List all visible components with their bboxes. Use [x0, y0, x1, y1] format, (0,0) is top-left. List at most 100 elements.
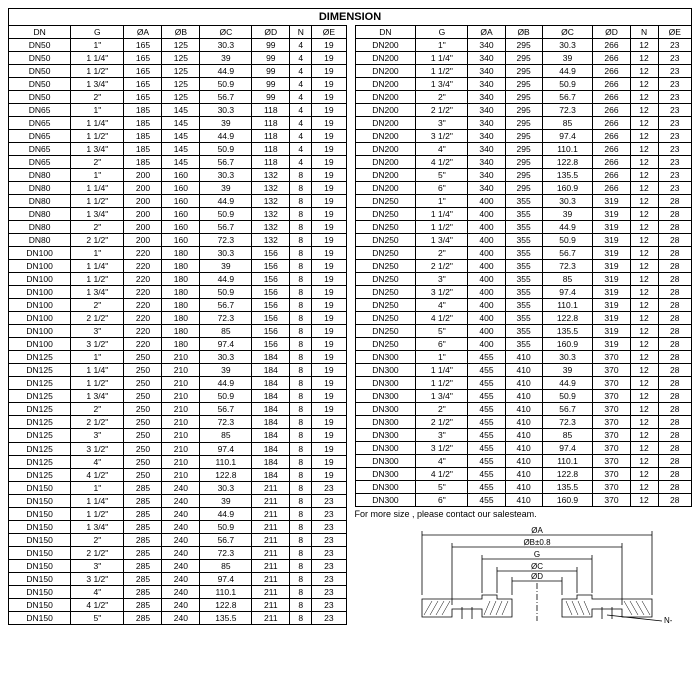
table-cell: 97.4	[200, 572, 252, 585]
table-cell: DN300	[355, 494, 416, 507]
table-cell: 8	[290, 585, 312, 598]
table-cell: DN125	[9, 377, 71, 390]
table-cell: 2 1/2"	[416, 104, 468, 117]
table-cell: 455	[468, 416, 505, 429]
table-row: DN652"18514556.7118419	[9, 156, 347, 169]
table-row: DN801"20016030.3132819	[9, 169, 347, 182]
table-cell: DN65	[9, 104, 71, 117]
table-row: DN1505"285240135.5211823	[9, 611, 347, 624]
table-cell: DN125	[9, 351, 71, 364]
table-cell: DN80	[9, 182, 71, 195]
table-row: DN1503"28524085211823	[9, 559, 347, 572]
table-cell: 185	[124, 104, 162, 117]
table-cell: 455	[468, 377, 505, 390]
table-cell: DN200	[355, 52, 416, 65]
table-cell: 455	[468, 364, 505, 377]
table-row: DN3001 1/4"455410393701228	[355, 364, 692, 377]
table-cell: 56.7	[542, 91, 593, 104]
table-cell: 4	[290, 52, 312, 65]
table-cell: 266	[593, 169, 630, 182]
table-cell: 30.3	[542, 195, 593, 208]
table-cell: 295	[505, 182, 542, 195]
table-cell: 145	[162, 130, 200, 143]
table-cell: 6"	[416, 494, 468, 507]
table-row: DN802 1/2"20016072.3132819	[9, 234, 347, 247]
flange-diagram: ØA ØB±0.8 G ØC ØD N-ØE	[355, 525, 693, 625]
table-cell: DN250	[355, 234, 416, 247]
table-cell: DN50	[9, 91, 71, 104]
table-cell: 50.9	[200, 520, 252, 533]
table-cell: 19	[312, 377, 346, 390]
table-cell: DN300	[355, 390, 416, 403]
table-cell: 19	[312, 299, 346, 312]
table-cell: 8	[290, 559, 312, 572]
table-cell: 410	[505, 390, 542, 403]
table-row: DN2001 1/2"34029544.92661223	[355, 65, 692, 78]
table-row: DN2004 1/2"340295122.82661223	[355, 156, 692, 169]
table-cell: 28	[658, 403, 692, 416]
table-cell: 132	[252, 182, 290, 195]
table-cell: 1 1/4"	[416, 208, 468, 221]
table-cell: 184	[252, 390, 290, 403]
table-cell: 156	[252, 312, 290, 325]
table-row: DN2001 1/4"340295392661223	[355, 52, 692, 65]
table-cell: 118	[252, 143, 290, 156]
table-cell: 400	[468, 273, 505, 286]
table-cell: 118	[252, 117, 290, 130]
table-cell: 340	[468, 130, 505, 143]
table-cell: 340	[468, 78, 505, 91]
table-cell: DN100	[9, 299, 71, 312]
table-cell: 19	[312, 104, 346, 117]
table-cell: 250	[124, 468, 162, 481]
table-cell: 1 1/2"	[71, 377, 124, 390]
table-cell: 210	[162, 429, 200, 442]
table-cell: 210	[162, 377, 200, 390]
table-cell: 220	[124, 338, 162, 351]
table-cell: 410	[505, 377, 542, 390]
table-cell: 340	[468, 65, 505, 78]
table-cell: 8	[290, 351, 312, 364]
table-cell: 266	[593, 104, 630, 117]
table-cell: 56.7	[200, 403, 252, 416]
table-cell: 44.9	[542, 377, 593, 390]
table-cell: 28	[658, 390, 692, 403]
table-cell: 12	[630, 78, 658, 91]
table-cell: 250	[124, 416, 162, 429]
table-cell: 184	[252, 468, 290, 481]
table-row: DN1252 1/2"25021072.3184819	[9, 416, 347, 429]
table-row: DN651 1/4"18514539118419	[9, 117, 347, 130]
table-cell: 4	[290, 65, 312, 78]
table-cell: 400	[468, 312, 505, 325]
table-cell: 250	[124, 442, 162, 455]
table-cell: 28	[658, 195, 692, 208]
table-cell: 8	[290, 234, 312, 247]
table-cell: 72.3	[200, 546, 252, 559]
table-cell: 56.7	[200, 299, 252, 312]
table-row: DN802"20016056.7132819	[9, 221, 347, 234]
table-cell: 12	[630, 403, 658, 416]
table-cell: 12	[630, 468, 658, 481]
table-cell: DN125	[9, 468, 71, 481]
table-row: DN3002"45541056.73701228	[355, 403, 692, 416]
table-cell: 156	[252, 299, 290, 312]
table-cell: 12	[630, 299, 658, 312]
table-cell: 8	[290, 468, 312, 481]
table-cell: 23	[312, 494, 346, 507]
table-cell: 1 1/2"	[416, 221, 468, 234]
table-cell: 355	[505, 273, 542, 286]
table-cell: 355	[505, 260, 542, 273]
table-cell: DN100	[9, 286, 71, 299]
table-cell: 285	[124, 520, 162, 533]
table-row: DN1253"25021085184819	[9, 429, 347, 442]
table-cell: 23	[658, 78, 692, 91]
table-cell: 8	[290, 260, 312, 273]
table-cell: 1 3/4"	[71, 208, 124, 221]
table-cell: DN300	[355, 442, 416, 455]
table-cell: 28	[658, 273, 692, 286]
table-cell: 97.4	[542, 442, 593, 455]
table-row: DN2503 1/2"40035597.43191228	[355, 286, 692, 299]
table-cell: 8	[290, 572, 312, 585]
table-cell: 12	[630, 377, 658, 390]
table-cell: 3"	[71, 559, 124, 572]
table-cell: 39	[542, 208, 593, 221]
